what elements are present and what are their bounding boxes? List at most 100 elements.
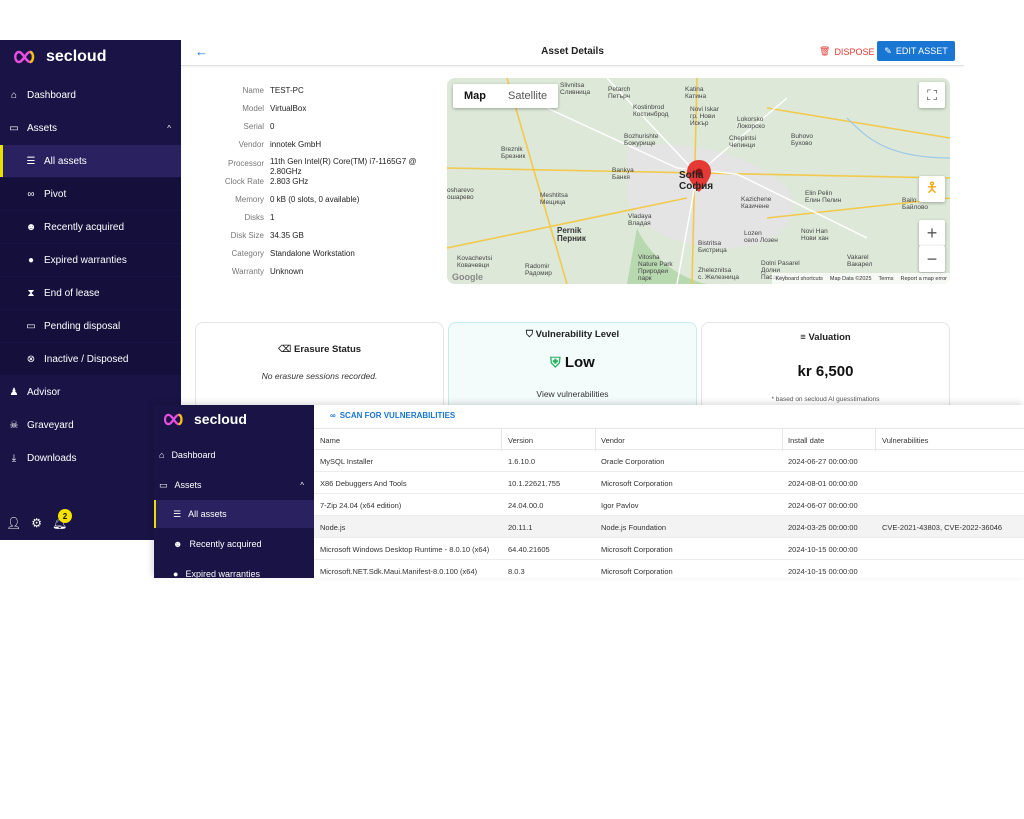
property-value: 0 [270, 122, 275, 131]
cell-vendor: Node.js Foundation [601, 523, 667, 532]
property-value: 1 [270, 213, 275, 222]
sidebar-item-expired-warranties[interactable]: ● Expired warranties [154, 560, 314, 578]
sidebar-item-all-assets[interactable]: ☰ All assets [154, 500, 314, 528]
cell-install-date: 2024-03-25 00:00:00 [788, 523, 858, 532]
tab-satellite[interactable]: Satellite [508, 90, 548, 102]
binoculars-icon: ∞ [330, 411, 336, 420]
sidebar-item-recently-acquired[interactable]: ☻ Recently acquired [0, 211, 181, 243]
table-row[interactable]: MySQL Installer 1.6.10.0 Oracle Corporat… [314, 450, 1024, 472]
column-header-version[interactable]: Version [508, 436, 534, 445]
cell-version: 24.04.00.0 [508, 501, 544, 510]
cell-vulnerabilities: CVE-2021-43803, CVE-2022-36046 [882, 523, 1003, 532]
table-row[interactable]: Microsoft Windows Desktop Runtime - 8.0.… [314, 538, 1024, 560]
sidebar-item-pivot[interactable]: ∞ Pivot [0, 178, 181, 210]
column-header-install-date[interactable]: Install date [788, 436, 825, 445]
map-label: Bailo Байлово [902, 197, 928, 211]
property-value: innotek GmbH [270, 140, 322, 149]
map-data-credit: Map Data ©2025 [829, 275, 872, 282]
back-arrow-icon[interactable]: ← [195, 44, 208, 59]
zoom-in-button[interactable]: + [919, 220, 945, 246]
property-value: 34.35 GB [270, 231, 304, 240]
map-label: Kazichene Казичене [741, 196, 772, 210]
sidebar-item-pending-disposal[interactable]: ▭ Pending disposal [0, 310, 181, 342]
table-row[interactable]: X86 Debuggers And Tools 10.1.22621.755 M… [314, 472, 1024, 494]
smile-icon: ☻ [25, 221, 37, 233]
sidebar: secloud ⌂ Dashboard ▭ Assets ^ ☰ All ass… [0, 40, 181, 540]
terms-link[interactable]: Terms [878, 275, 894, 282]
sidebar-item-label: Recently acquired [189, 539, 262, 549]
sidebar-item-end-of-lease[interactable]: ⧗ End of lease [0, 277, 181, 309]
location-map[interactable]: Slivnitsa Сливница Petarch Петърч Katina Ка… [447, 78, 950, 284]
cell-install-date: 2024-08-01 00:00:00 [788, 479, 858, 488]
vulnerability-title: Vulnerability Level [535, 329, 620, 340]
bomb-icon: ● [27, 254, 35, 266]
view-vulnerabilities-link[interactable]: View vulnerabilities [536, 389, 609, 399]
sidebar-item-label: Pending disposal [44, 320, 121, 332]
dispose-button[interactable]: 🗑︎ DISPOSE [819, 46, 874, 57]
software-list-screen: secloud ⌂ Dashboard ▭ Assets ^ ☰ All ass… [154, 405, 1024, 578]
property-value: VirtualBox [270, 104, 307, 113]
cell-install-date: 2024-06-27 00:00:00 [788, 457, 858, 466]
x-circle-icon: ⊗ [26, 353, 36, 365]
property-key: Category [231, 249, 264, 258]
cell-name: Microsoft Windows Desktop Runtime - 8.0.… [320, 545, 490, 554]
property-value: 0 kB (0 slots, 0 available) [270, 195, 360, 204]
edit-asset-button[interactable]: ✎ EDIT ASSET [877, 41, 955, 61]
fullscreen-icon[interactable]: ⛶ [919, 82, 945, 108]
sidebar-item-dashboard[interactable]: ⌂ Dashboard [154, 441, 314, 469]
column-header-vulnerabilities[interactable]: Vulnerabilities [882, 436, 929, 445]
erasure-text: No erasure sessions recorded. [261, 371, 378, 381]
scan-label: SCAN FOR VULNERABILITIES [339, 411, 456, 420]
map-label: Kostinbrod Костинброд [633, 104, 669, 118]
sidebar-item-inactive-disposed[interactable]: ⊗ Inactive / Disposed [0, 343, 181, 375]
column-header-name[interactable]: Name [320, 436, 341, 445]
map-label: Katina Катина [685, 86, 707, 100]
card-title: ≡ Valuation [702, 332, 949, 343]
gear-icon[interactable]: ⚙ [31, 516, 42, 530]
property-key: Disk Size [230, 231, 264, 240]
column-header-vendor[interactable]: Vendor [601, 436, 625, 445]
cell-name: X86 Debuggers And Tools [320, 479, 407, 488]
vulnerability-level: ⛨ Low [449, 354, 696, 371]
map-label: Vitosha Nature Park Природеи парк [638, 254, 673, 282]
sidebar-item-expired-warranties[interactable]: ● Expired warranties [0, 244, 181, 276]
keyboard-shortcuts-link[interactable]: Keyboard shortcuts [775, 275, 823, 282]
map-label: Chepintsi Чепинци [729, 135, 757, 149]
valuation-title: Valuation [808, 332, 851, 343]
sidebar-item-all-assets[interactable]: ☰ All assets [0, 145, 181, 177]
cell-vendor: Microsoft Corporation [601, 567, 673, 576]
skull-icon: ☠ [9, 419, 19, 431]
sidebar-item-dashboard[interactable]: ⌂ Dashboard [0, 79, 181, 111]
logo-text: secloud [194, 411, 247, 427]
eraser-icon: ⌫ [277, 344, 292, 355]
logo[interactable]: secloud [12, 48, 106, 66]
property-value: 2.803 GHz [270, 177, 309, 186]
smile-icon: ☻ [173, 539, 183, 549]
map-label: Bistritsa Бистрица [698, 240, 727, 254]
map-label: Petarch Петърч [608, 86, 631, 100]
dispose-label: DISPOSE [834, 46, 875, 57]
sidebar-item-graveyard[interactable]: ☠ Graveyard [0, 409, 181, 441]
street-view-icon[interactable]: 🯅 [919, 176, 945, 202]
table-row[interactable]: Node.js 20.11.1 Node.js Foundation 2024-… [314, 516, 1024, 538]
map-label: Breznik Брезник [501, 146, 526, 160]
download-icon: ⤓ [11, 452, 17, 464]
sidebar-item-advisor[interactable]: ♟ Advisor [0, 376, 181, 408]
cell-name: 7-Zip 24.04 (x64 edition) [320, 501, 402, 510]
zoom-out-button[interactable]: − [919, 246, 945, 272]
money-icon: ≡ [800, 332, 806, 343]
table-row[interactable]: Microsoft.NET.Sdk.Maui.Manifest-8.0.100 … [314, 560, 1024, 578]
report-map-error-link[interactable]: Report a map error [900, 275, 947, 282]
table-row[interactable]: 7-Zip 24.04 (x64 edition) 24.04.00.0 Igo… [314, 494, 1024, 516]
sidebar-item-assets[interactable]: ▭ Assets ^ [154, 471, 314, 499]
sidebar-item-assets[interactable]: ▭ Assets ^ [0, 112, 181, 144]
tab-map[interactable]: Map [464, 90, 486, 102]
page-title: Asset Details [541, 46, 604, 57]
sidebar-item-recently-acquired[interactable]: ☻ Recently acquired [154, 530, 314, 558]
user-icon[interactable]: 👤︎ [6, 516, 22, 530]
scan-vulnerabilities-button[interactable]: ∞ SCAN FOR VULNERABILITIES [330, 411, 455, 420]
logo[interactable]: secloud [162, 411, 247, 427]
sidebar-item-downloads[interactable]: ⤓ Downloads [0, 442, 181, 474]
card-title: ⌫ Erasure Status [196, 344, 443, 355]
map-pin-icon[interactable] [687, 160, 711, 192]
